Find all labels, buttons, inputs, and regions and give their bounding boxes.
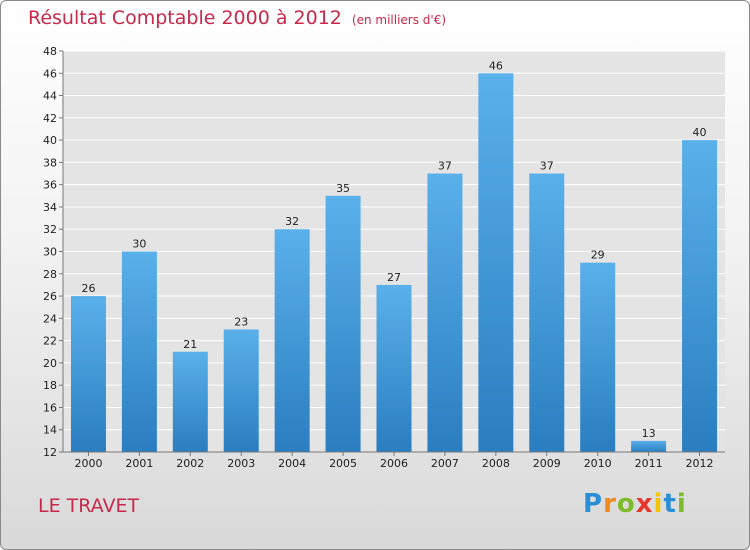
y-tick-label: 30 xyxy=(43,246,57,259)
y-tick-label: 46 xyxy=(43,67,57,80)
x-tick-label-2011: 2011 xyxy=(635,457,663,470)
data-label-2007: 37 xyxy=(438,160,452,173)
data-label-2002: 21 xyxy=(183,338,197,351)
data-label-2004: 32 xyxy=(285,215,299,228)
y-tick-label: 40 xyxy=(43,134,57,147)
data-label-2011: 13 xyxy=(642,427,656,440)
data-label-2000: 26 xyxy=(81,282,95,295)
y-tick-label: 44 xyxy=(43,90,57,103)
bar-2006 xyxy=(376,284,412,452)
proxiti-logo: Proxiti xyxy=(583,489,687,519)
x-axis-ticks: 2000 2001 2002 2003 2004 2005 2006 2007 2008 2009… xyxy=(74,452,714,470)
chart-title: Résultat Comptable 2000 à 2012 xyxy=(28,7,342,29)
y-tick-label: 32 xyxy=(43,223,57,236)
data-label-2012: 40 xyxy=(693,126,707,139)
y-tick-label: 38 xyxy=(43,156,57,169)
bar-2012 xyxy=(682,140,718,452)
data-label-2006: 27 xyxy=(387,271,401,284)
logo-letter: i xyxy=(676,489,687,519)
data-label-2008: 46 xyxy=(489,59,503,72)
logo-letter: i xyxy=(653,489,664,519)
commune-name: LE TRAVET xyxy=(38,495,140,517)
y-tick-label: 16 xyxy=(43,401,57,414)
y-tick-label: 48 xyxy=(43,45,57,58)
logo-letter: x xyxy=(635,489,654,519)
y-tick-label: 34 xyxy=(43,201,57,214)
x-tick-label-2000: 2000 xyxy=(74,457,102,470)
chart-title-block: Résultat Comptable 2000 à 2012 (en millie… xyxy=(28,7,446,29)
x-tick-label-2008: 2008 xyxy=(482,457,510,470)
x-tick-label-2001: 2001 xyxy=(125,457,153,470)
x-tick-label-2006: 2006 xyxy=(380,457,408,470)
data-label-2001: 30 xyxy=(132,238,146,251)
data-label-2005: 35 xyxy=(336,182,350,195)
bar-2005 xyxy=(325,195,361,453)
x-tick-label-2007: 2007 xyxy=(431,457,459,470)
logo-letter: o xyxy=(616,489,636,519)
bar-2008 xyxy=(478,73,514,453)
y-tick-label: 28 xyxy=(43,268,57,281)
y-tick-label: 18 xyxy=(43,379,57,392)
data-label-2003: 23 xyxy=(234,315,248,328)
x-tick-label-2003: 2003 xyxy=(227,457,255,470)
y-tick-label: 20 xyxy=(43,357,57,370)
x-tick-label-2002: 2002 xyxy=(176,457,204,470)
data-label-2010: 29 xyxy=(591,249,605,262)
x-tick-label-2004: 2004 xyxy=(278,457,306,470)
x-tick-label-2010: 2010 xyxy=(584,457,612,470)
logo-letter: P xyxy=(583,489,604,519)
logo-letter: t xyxy=(663,489,677,519)
bar-2001 xyxy=(121,251,157,452)
y-tick-label: 22 xyxy=(43,335,57,348)
x-tick-label-2012: 2012 xyxy=(686,457,714,470)
bar-2009 xyxy=(529,173,565,452)
x-tick-label-2009: 2009 xyxy=(533,457,561,470)
chart-subtitle: (en milliers d'€) xyxy=(351,13,447,27)
y-tick-label: 12 xyxy=(43,446,57,459)
bar-2007 xyxy=(427,173,463,452)
bar-2003 xyxy=(223,329,259,452)
logo-letter: r xyxy=(603,489,617,519)
bars: 26 30 21 23 32 35 27 37 46 37 29 13 40 xyxy=(70,59,718,453)
x-tick-label-2005: 2005 xyxy=(329,457,357,470)
bar-2000 xyxy=(70,296,106,452)
bar-2002 xyxy=(172,351,208,452)
bar-2004 xyxy=(274,229,310,452)
bar-2010 xyxy=(580,262,616,452)
bar-2011 xyxy=(631,440,667,452)
y-tick-label: 14 xyxy=(43,424,57,437)
y-tick-label: 26 xyxy=(43,290,57,303)
data-label-2009: 37 xyxy=(540,160,554,173)
y-tick-label: 36 xyxy=(43,179,57,192)
y-tick-label: 24 xyxy=(43,312,57,325)
y-axis-ticks: 12 14 16 18 20 22 24 26 28 30 32 34 36 38 40 42 44 46 48 xyxy=(43,45,63,459)
y-tick-label: 42 xyxy=(43,112,57,125)
